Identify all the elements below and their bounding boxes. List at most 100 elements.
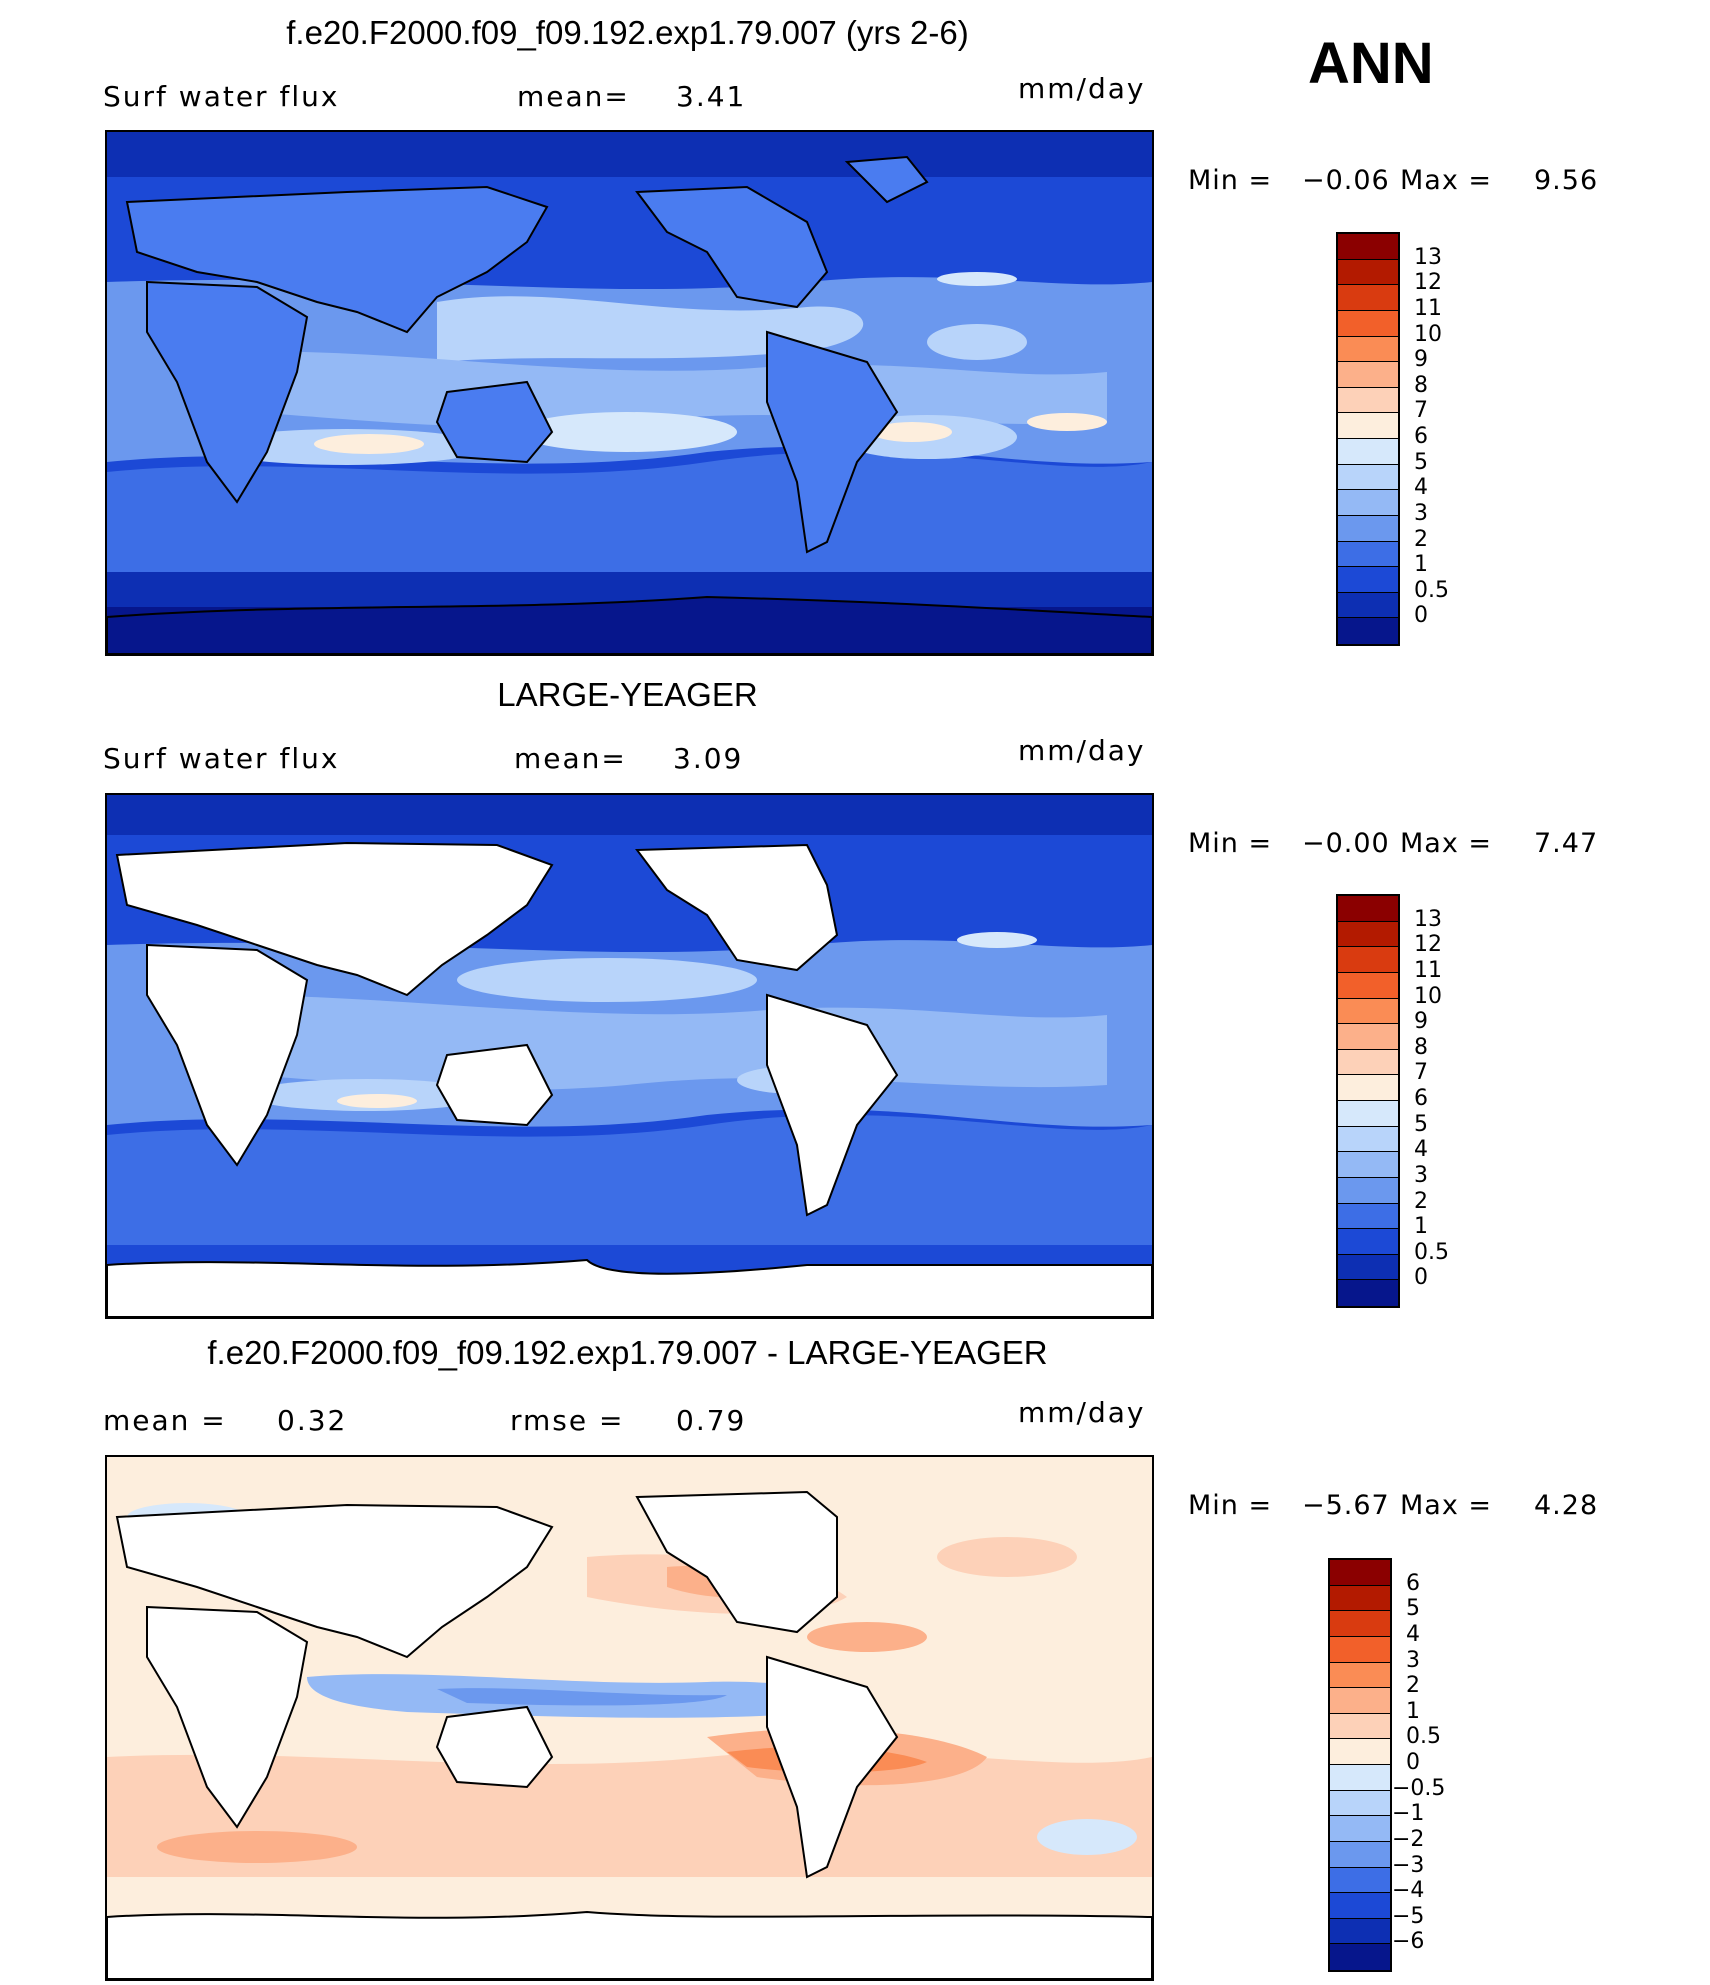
colorbar-swatch [1330, 1944, 1390, 1970]
colorbar-tick-label: 4 [1414, 1137, 1428, 1163]
colorbar-swatch [1330, 1790, 1390, 1817]
colorbar-tick-label: 5 [1414, 449, 1428, 475]
panel-3-min-label: Min = [1188, 1490, 1273, 1521]
colorbar-tick-label: 0.5 [1406, 1724, 1441, 1750]
panel-1-min-value: −0.06 [1302, 165, 1390, 196]
colorbar-tick-label: −6 [1392, 1929, 1425, 1955]
colorbar-tick-label: 9 [1414, 1009, 1428, 1035]
colorbar-swatch [1338, 490, 1398, 516]
panel-1-max-value: 9.56 [1534, 165, 1599, 196]
colorbar-tick-label: 5 [1414, 1111, 1428, 1137]
colorbar-swatch [1338, 1152, 1398, 1178]
panel-3-title: f.e20.F2000.f09_f09.192.exp1.79.007 - LA… [207, 1334, 1048, 1371]
colorbar-tick-label: −3 [1392, 1852, 1425, 1878]
colorbar-tick-label: −5 [1392, 1903, 1425, 1929]
colorbar-tick-label: −0.5 [1392, 1775, 1446, 1801]
colorbar-swatch [1338, 285, 1398, 311]
colorbar-tick-label: 8 [1414, 1034, 1428, 1060]
colorbar-swatch [1330, 1560, 1390, 1586]
panel-2-colorbar [1336, 894, 1400, 1308]
colorbar-swatch [1338, 1229, 1398, 1255]
colorbar-swatch [1338, 998, 1398, 1025]
colorbar-tick-label: 7 [1414, 398, 1428, 424]
colorbar-tick-label: 1 [1414, 552, 1428, 578]
panel-1-min-label: Min = [1188, 165, 1273, 196]
panel-3-max-value: 4.28 [1534, 1490, 1599, 1521]
colorbar-swatch [1330, 1918, 1390, 1945]
panel-2-map [105, 793, 1154, 1319]
panel-2-mean-label: mean= [514, 742, 627, 775]
panel-1-max-label: Max = [1400, 165, 1493, 196]
colorbar-tick-label: −4 [1392, 1878, 1425, 1904]
colorbar-swatch [1330, 1713, 1390, 1740]
colorbar-swatch [1338, 1280, 1398, 1306]
colorbar-swatch [1330, 1662, 1390, 1689]
panel-2-units: mm/day [1018, 734, 1146, 767]
colorbar-swatch [1330, 1585, 1390, 1612]
colorbar-swatch [1338, 541, 1398, 568]
panel-1-mean-value: 3.41 [676, 80, 747, 113]
season-label: ANN [1308, 31, 1434, 96]
panel-1-title: f.e20.F2000.f09_f09.192.exp1.79.007 (yrs… [286, 14, 969, 51]
colorbar-swatch [1330, 1765, 1390, 1791]
colorbar-tick-label: 0 [1414, 1265, 1428, 1291]
colorbar-tick-label: 2 [1406, 1673, 1420, 1699]
panel-2-max-value: 7.47 [1534, 828, 1599, 859]
colorbar-swatch [1330, 1841, 1390, 1868]
panel-2-max-label: Max = [1400, 828, 1493, 859]
colorbar-swatch [1338, 259, 1398, 286]
colorbar-swatch [1330, 1893, 1390, 1919]
colorbar-swatch [1338, 1203, 1398, 1230]
colorbar-tick-label: 0.5 [1414, 1239, 1449, 1265]
panel-2-variable-label: Surf water flux [103, 742, 340, 775]
colorbar-tick-label: 6 [1406, 1570, 1420, 1596]
colorbar-swatch [1338, 310, 1398, 337]
colorbar-tick-label: 0.5 [1414, 577, 1449, 603]
colorbar-swatch [1338, 387, 1398, 414]
colorbar-swatch [1338, 921, 1398, 948]
colorbar-swatch [1330, 1636, 1390, 1663]
colorbar-tick-label: 3 [1406, 1647, 1420, 1673]
panel-1-colorbar [1336, 232, 1400, 646]
colorbar-tick-label: 4 [1414, 475, 1428, 501]
colorbar-swatch [1338, 439, 1398, 465]
panel-3-rmse-value: 0.79 [676, 1404, 747, 1437]
colorbar-tick-label: 2 [1414, 526, 1428, 552]
colorbar-swatch [1338, 413, 1398, 439]
colorbar-swatch [1338, 592, 1398, 619]
colorbar-tick-label: 7 [1414, 1060, 1428, 1086]
panel-1-mean-label: mean= [517, 80, 630, 113]
colorbar-tick-label: 9 [1414, 347, 1428, 373]
colorbar-tick-label: 3 [1414, 1162, 1428, 1188]
panel-1-variable-label: Surf water flux [103, 80, 340, 113]
panel-3-units: mm/day [1018, 1396, 1146, 1429]
colorbar-swatch [1338, 567, 1398, 593]
colorbar-tick-label: 6 [1414, 424, 1428, 449]
colorbar-swatch [1338, 234, 1398, 260]
colorbar-tick-label: 13 [1414, 244, 1442, 270]
colorbar-swatch [1338, 618, 1398, 644]
colorbar-tick-label: 0 [1414, 603, 1428, 629]
colorbar-swatch [1338, 896, 1398, 922]
colorbar-swatch [1338, 972, 1398, 999]
colorbar-tick-label: 11 [1414, 957, 1442, 983]
colorbar-swatch [1338, 336, 1398, 363]
panel-2-field-svg [107, 795, 1152, 1317]
panel-1-map [105, 130, 1154, 656]
panel-1-field-svg [107, 132, 1152, 654]
colorbar-swatch [1330, 1688, 1390, 1714]
panel-3-min-value: −5.67 [1302, 1490, 1390, 1521]
colorbar-swatch [1338, 947, 1398, 973]
colorbar-tick-label: 1 [1414, 1214, 1428, 1240]
panel-3-map [105, 1455, 1154, 1981]
colorbar-tick-label: 10 [1414, 983, 1442, 1009]
colorbar-tick-label: −1 [1392, 1801, 1425, 1827]
colorbar-swatch [1338, 362, 1398, 388]
colorbar-tick-label: 13 [1414, 906, 1442, 932]
colorbar-tick-label: 8 [1414, 372, 1428, 398]
colorbar-swatch [1330, 1816, 1390, 1842]
panel-2-mean-value: 3.09 [673, 742, 744, 775]
colorbar-tick-label: 11 [1414, 295, 1442, 321]
panel-2-min-value: −0.00 [1302, 828, 1390, 859]
colorbar-tick-label: 0 [1406, 1750, 1420, 1775]
